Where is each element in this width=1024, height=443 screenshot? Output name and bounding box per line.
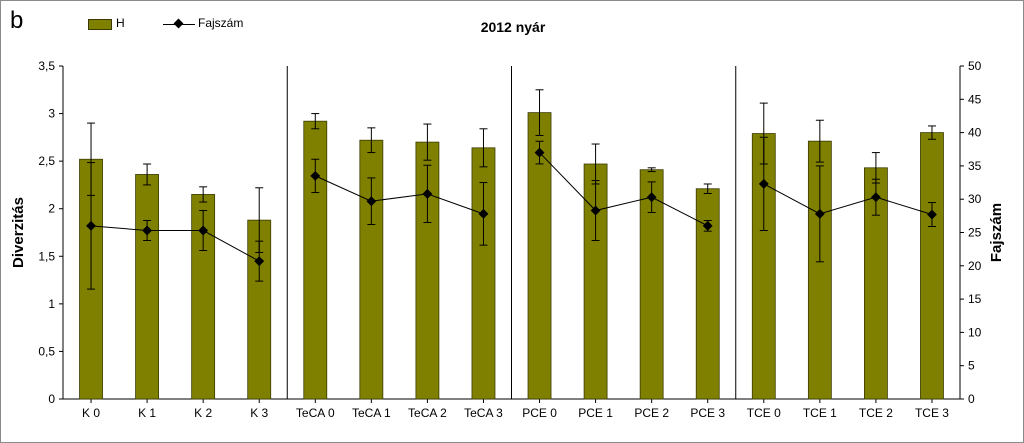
fajszam-point [366,196,377,207]
y2-axis-title: Fajszám [988,203,1005,262]
left-tick-label: 1,5 [38,249,55,263]
chart-title: 2012 nyár [480,19,546,35]
right-tick-label: 30 [968,192,982,206]
right-tick-label: 25 [968,226,982,240]
x-tick-label: PCE 3 [690,406,725,420]
fajszam-line [90,225,260,262]
left-tick-label: 2,5 [38,154,55,168]
x-tick-label: TCE 0 [747,406,781,420]
fajszam-point [814,208,825,219]
x-tick-label: TeCA 3 [464,406,503,420]
fajszam-point [758,178,769,189]
x-tick-label: TeCA 2 [408,406,447,420]
fajszam-line [539,152,708,227]
fajszam-point [590,205,601,216]
x-tick-label: TCE 3 [915,406,949,420]
bar-h [920,132,944,400]
fajszam-point [478,208,489,219]
fajszam-point [86,220,96,231]
legend-h-label: H [116,16,125,30]
fajszam-point [646,192,657,203]
x-tick-label: TCE 2 [859,406,893,420]
panel-letter: b [10,7,24,34]
right-tick-label: 35 [968,159,982,173]
x-tick-label: K 3 [250,406,268,420]
fajszam-point [534,147,545,158]
left-tick-label: 0 [48,392,55,406]
right-tick-label: 20 [968,259,982,273]
fajszam-line [315,175,484,215]
left-tick-label: 3,5 [38,59,55,73]
right-tick-label: 15 [968,292,982,306]
right-tick-label: 5 [968,359,975,373]
bar-h [135,174,159,400]
left-tick-label: 3 [48,107,55,121]
right-tick-label: 10 [968,325,982,339]
x-tick-label: PCE 2 [634,406,669,420]
x-tick-label: TCE 1 [803,406,837,420]
fajszam-point [198,225,209,236]
fajszam-point [142,225,153,236]
fajszam-point [702,220,713,231]
right-tick-label: 40 [968,126,982,140]
fajszam-point [927,209,937,220]
x-tick-label: PCE 1 [578,406,613,420]
left-tick-label: 2 [48,202,55,216]
fajszam-point [310,170,321,181]
x-tick-label: K 1 [138,406,156,420]
legend-h-swatch [88,19,112,30]
x-tick-label: K 0 [82,406,100,420]
fajszam-point [422,188,433,199]
fajszam-line [763,183,933,215]
x-tick-label: TeCA 0 [296,406,335,420]
x-tick-label: TeCA 1 [352,406,391,420]
x-tick-label: PCE 0 [522,406,557,420]
y-axis-title: Diverzitás [10,197,27,268]
x-tick-label: K 2 [194,406,212,420]
right-tick-label: 50 [968,59,982,73]
right-tick-label: 0 [968,392,975,406]
legend-fajszam-label: Fajszám [198,16,244,30]
left-tick-label: 1 [48,297,55,311]
left-tick-label: 0,5 [38,344,55,358]
right-tick-label: 45 [968,92,982,106]
fajszam-point [870,192,881,203]
